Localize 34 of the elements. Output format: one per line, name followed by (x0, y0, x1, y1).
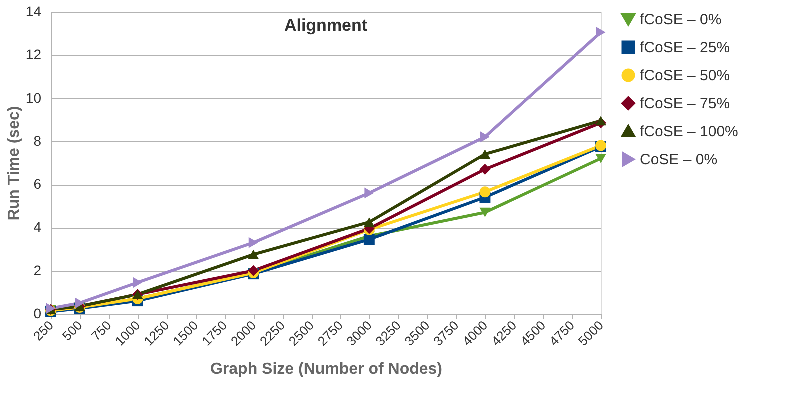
point (133, 277, 143, 288)
point (596, 116, 606, 126)
point (596, 154, 606, 164)
y-tick-label: 10 (26, 90, 42, 106)
y-tick-label: 8 (34, 132, 42, 149)
point (480, 208, 491, 218)
y-tick-label: 4 (34, 219, 42, 236)
legend-label: fCoSE – 100% (640, 124, 738, 140)
point (480, 150, 491, 160)
point (480, 132, 490, 143)
x-tick-label: 500 (59, 318, 86, 344)
legend-label: fCoSE – 50% (640, 68, 730, 84)
point (364, 218, 375, 228)
y-axis-title: Run Time (sec) (6, 106, 23, 221)
legend-label: fCoSE – 25% (640, 40, 730, 56)
point (596, 27, 606, 38)
legend-label: CoSE – 0% (640, 152, 718, 168)
chart-title: Alignment (284, 16, 368, 35)
point (480, 164, 491, 175)
point (364, 188, 374, 199)
point (248, 265, 260, 276)
point (75, 298, 85, 309)
point (248, 250, 260, 260)
legend-label: fCoSE – 0% (640, 12, 722, 28)
point (480, 186, 491, 198)
y-tick-label: 2 (34, 262, 42, 278)
point (364, 234, 375, 246)
y-tick-label: 6 (34, 176, 42, 192)
x-tick-label: 750 (88, 318, 114, 344)
y-tick-label: 12 (26, 46, 42, 63)
y-tick-label: 14 (26, 4, 42, 20)
x-axis-title: Graph Size (Number of Nodes) (210, 360, 443, 378)
point (248, 237, 258, 248)
legend-label: fCoSE – 75% (640, 96, 730, 112)
